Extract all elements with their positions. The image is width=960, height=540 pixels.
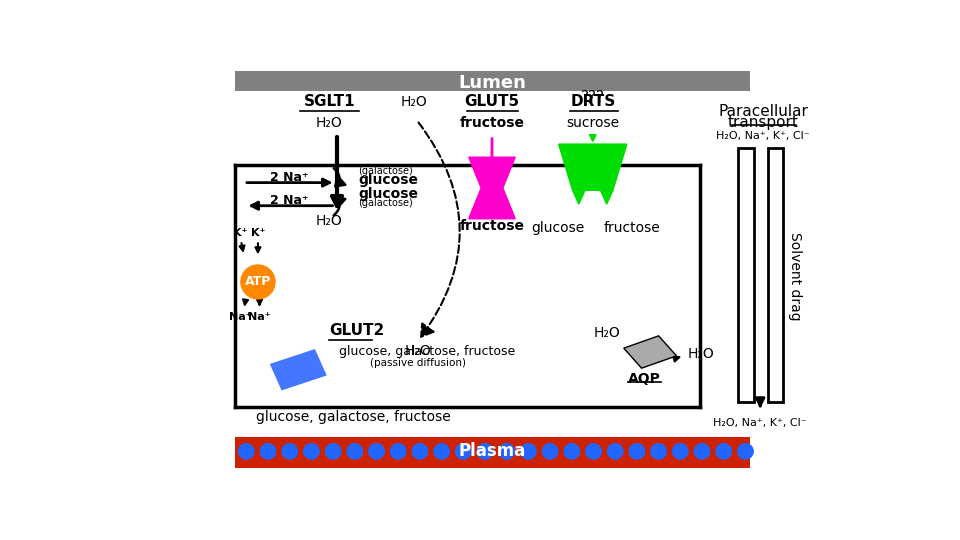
Text: Lumen: Lumen [458,73,526,91]
Circle shape [673,444,688,459]
Text: K⁺: K⁺ [233,228,248,238]
Circle shape [499,444,515,459]
Text: H₂O: H₂O [593,326,620,340]
Text: H₂O: H₂O [316,116,343,130]
Polygon shape [572,190,585,204]
Circle shape [282,444,298,459]
Text: 2 Na⁺: 2 Na⁺ [270,194,308,207]
FancyArrowPatch shape [334,198,346,215]
Circle shape [260,444,276,459]
Text: GLUT5: GLUT5 [465,94,519,110]
Bar [234,437,750,468]
Circle shape [434,444,449,459]
Text: GLUT2: GLUT2 [329,323,385,338]
Text: Na⁺: Na⁺ [228,312,252,322]
Polygon shape [269,348,327,392]
Text: fructose: fructose [460,116,524,130]
Text: 2 Na⁺: 2 Na⁺ [270,171,308,184]
Text: Plasma: Plasma [458,442,526,460]
Text: AQP: AQP [628,372,660,386]
Text: glucose: glucose [358,173,418,187]
Text: ???: ??? [581,90,605,105]
Circle shape [391,444,406,459]
Text: glucose: glucose [358,187,418,201]
Circle shape [586,444,601,459]
Bar [768,148,783,402]
Text: H₂O: H₂O [688,347,715,361]
Text: ATP: ATP [245,275,271,288]
Circle shape [369,444,384,459]
Text: H₂O: H₂O [405,344,432,358]
Circle shape [520,444,537,459]
Text: transport: transport [728,115,799,130]
Circle shape [608,444,623,459]
Text: (galactose): (galactose) [358,166,413,176]
Circle shape [477,444,492,459]
Bar [738,148,754,402]
Text: fructose: fructose [603,221,660,235]
Circle shape [694,444,709,459]
Text: K⁺: K⁺ [251,228,265,238]
Circle shape [651,444,666,459]
Text: Solvent drag: Solvent drag [788,232,802,321]
Text: fructose: fructose [460,219,524,233]
Text: glucose: glucose [531,221,585,235]
Text: Paracellular: Paracellular [718,104,808,118]
FancyArrowPatch shape [334,168,346,186]
Circle shape [303,444,319,459]
Circle shape [412,444,427,459]
Circle shape [716,444,732,459]
Text: (galactose): (galactose) [358,198,413,208]
Bar [234,71,750,91]
Text: glucose, galactose, fructose: glucose, galactose, fructose [339,345,516,357]
Text: Na⁺: Na⁺ [249,312,271,322]
Polygon shape [468,157,516,219]
Text: SGLT1: SGLT1 [303,94,355,110]
Circle shape [239,444,254,459]
Text: H₂O: H₂O [401,96,428,110]
Text: H₂O: H₂O [316,214,343,228]
Text: DRTS: DRTS [570,94,615,110]
Circle shape [456,444,471,459]
Text: H₂O, Na⁺, K⁺, Cl⁻: H₂O, Na⁺, K⁺, Cl⁻ [713,418,807,428]
Circle shape [325,444,341,459]
Circle shape [564,444,580,459]
Polygon shape [601,190,612,204]
Circle shape [542,444,558,459]
Text: H₂O, Na⁺, K⁺, Cl⁻: H₂O, Na⁺, K⁺, Cl⁻ [716,131,810,140]
Polygon shape [624,336,677,368]
Circle shape [241,265,275,299]
Circle shape [629,444,645,459]
Circle shape [348,444,363,459]
Text: glucose, galactose, fructose: glucose, galactose, fructose [255,410,450,424]
Text: sucrose: sucrose [566,116,619,130]
Polygon shape [559,144,627,190]
FancyArrowPatch shape [419,123,460,336]
Circle shape [737,444,754,459]
Text: (passive diffusion): (passive diffusion) [371,358,467,368]
